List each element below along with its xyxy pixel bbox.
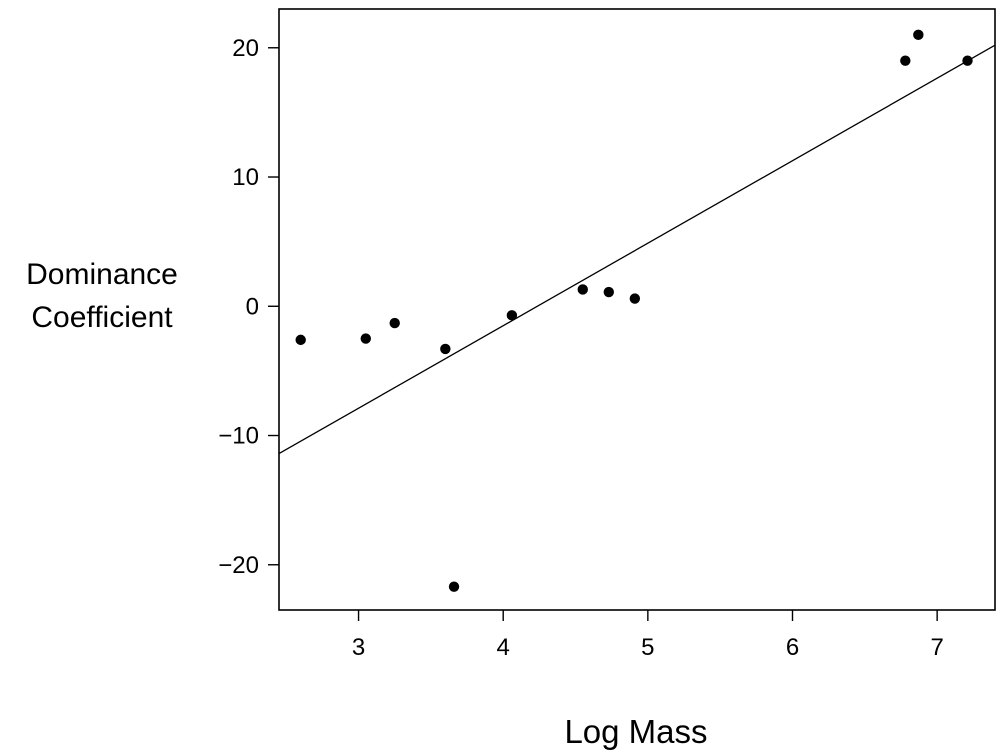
y-tick-label: −10 (218, 423, 259, 450)
data-point (448, 581, 460, 592)
data-point (360, 333, 371, 344)
regression-line (278, 44, 996, 455)
data-point (440, 343, 451, 355)
x-tick-label: 3 (352, 634, 365, 661)
y-axis-label-line-2: Coefficient (31, 301, 173, 334)
data-point (603, 286, 614, 298)
data-point (295, 334, 306, 346)
x-tick-label: 4 (497, 634, 510, 661)
plot-frame (278, 8, 996, 611)
x-tick-label: 7 (930, 634, 943, 661)
data-point (506, 310, 518, 321)
y-tick-label: 0 (246, 293, 259, 320)
data-point (629, 293, 641, 304)
data-point (577, 284, 588, 295)
data-point (962, 55, 973, 66)
y-axis-label-line-1: Dominance (26, 258, 178, 291)
y-tick-label: −20 (218, 552, 259, 579)
data-point (900, 55, 911, 66)
data-point (913, 29, 924, 41)
y-tick-label: 10 (232, 164, 259, 191)
data-point (389, 317, 400, 329)
x-tick-label: 5 (641, 634, 654, 661)
x-axis-label: Log Mass (564, 713, 707, 750)
y-tick-label: 20 (232, 35, 259, 62)
x-tick-label: 6 (786, 634, 799, 661)
